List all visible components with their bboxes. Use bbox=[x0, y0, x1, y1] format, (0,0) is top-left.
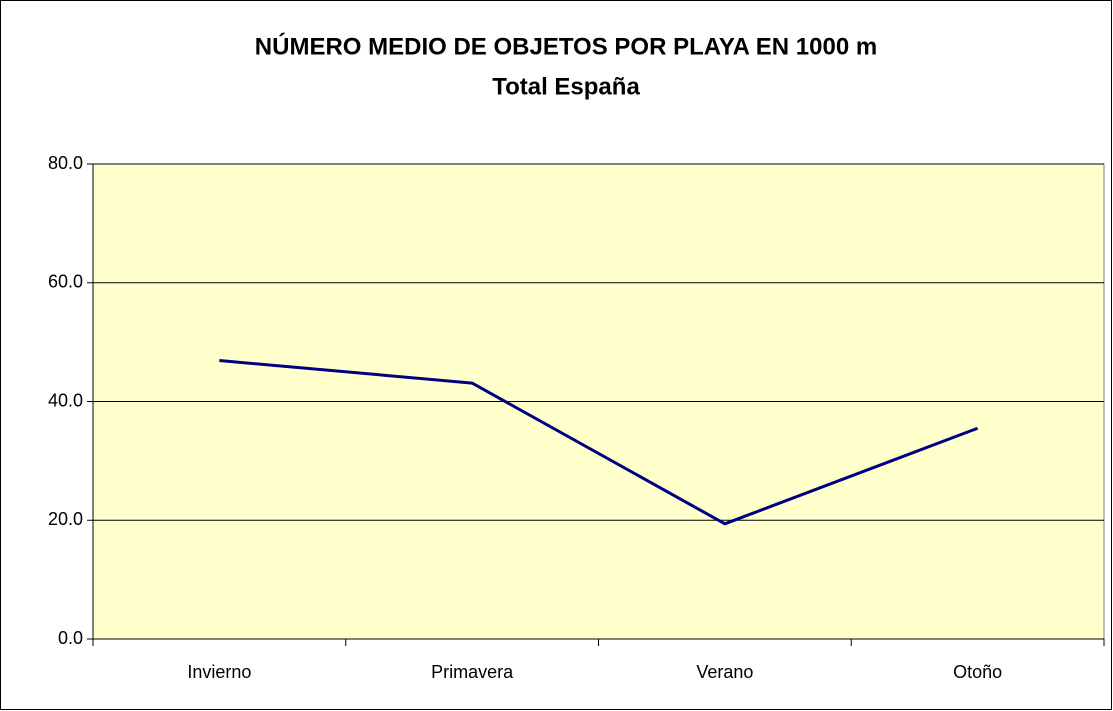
y-tick-label: 40.0 bbox=[48, 390, 83, 410]
chart-title: NÚMERO MEDIO DE OBJETOS POR PLAYA EN 100… bbox=[255, 32, 877, 60]
y-tick-label: 60.0 bbox=[48, 272, 83, 292]
x-tick-label: Primavera bbox=[431, 662, 514, 682]
x-tick-label: Otoño bbox=[953, 662, 1002, 682]
y-tick-label: 80.0 bbox=[48, 153, 83, 173]
y-tick-label: 0.0 bbox=[58, 628, 83, 648]
chart-subtitle: Total España bbox=[492, 73, 640, 100]
x-tick-label: Verano bbox=[696, 662, 753, 682]
y-tick-label: 20.0 bbox=[48, 509, 83, 529]
x-tick-label: Invierno bbox=[187, 662, 251, 682]
data-line bbox=[219, 359, 979, 526]
